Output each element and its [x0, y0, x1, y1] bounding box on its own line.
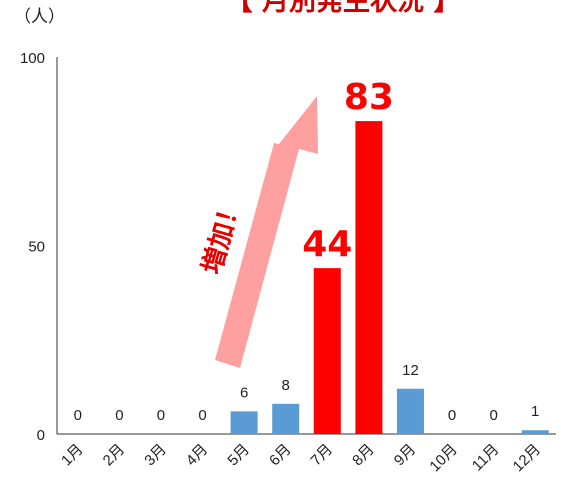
data-label: 8	[282, 377, 290, 394]
x-tick-label: 10月	[426, 441, 460, 475]
bar	[355, 121, 383, 434]
bar	[230, 411, 258, 434]
data-label: 12	[402, 362, 419, 379]
data-label: 83	[344, 77, 394, 118]
data-label: 0	[198, 407, 206, 424]
x-tick-label: 12月	[510, 441, 544, 475]
data-label: 1	[531, 403, 539, 420]
x-tick-label: 8月	[349, 441, 378, 470]
bar	[272, 403, 300, 434]
data-label: 0	[74, 407, 82, 424]
bar	[396, 388, 424, 434]
data-label: 0	[115, 407, 123, 424]
data-label: 0	[157, 407, 165, 424]
data-label: 0	[448, 407, 456, 424]
x-tick-label: 6月	[266, 441, 295, 470]
bar	[521, 430, 549, 434]
chart-title: 【 月別発生状況 】	[226, 0, 461, 17]
x-tick-label: 11月	[469, 441, 503, 475]
x-tick-label: 7月	[308, 441, 337, 470]
increase-annotation: 増加！	[197, 96, 318, 368]
data-label: 44	[302, 224, 352, 265]
y-tick-label: 0	[37, 427, 45, 444]
up-arrow-icon	[215, 96, 318, 368]
y-tick-label: 100	[20, 50, 45, 67]
x-tick-label: 3月	[141, 441, 170, 470]
x-tick-labels: 1月 2月 3月 4月 5月 6月 7月 8月 9月 10月 11月 12月	[58, 441, 544, 475]
data-label: 0	[489, 407, 497, 424]
x-tick-label: 9月	[391, 441, 420, 470]
x-tick-label: 4月	[183, 441, 212, 470]
x-tick-label: 1月	[58, 441, 87, 470]
data-labels: 0 0 0 0 6 8 44 83 12 0 0 1	[74, 77, 540, 424]
unit-label: （人）	[14, 7, 65, 27]
bars	[230, 121, 549, 434]
y-tick-label: 50	[28, 239, 45, 256]
annotation-label: 増加！	[197, 194, 247, 277]
x-tick-label: 5月	[224, 441, 253, 470]
data-label: 6	[240, 384, 248, 401]
bar	[313, 268, 341, 434]
x-tick-label: 2月	[100, 441, 129, 470]
